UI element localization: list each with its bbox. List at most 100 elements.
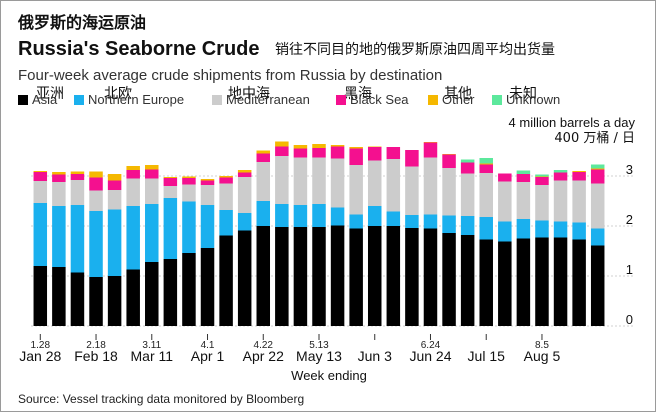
- bar-segment: [275, 146, 289, 156]
- legend-zh-label: 亚洲: [36, 86, 64, 102]
- bar-segment: [237, 177, 252, 213]
- bar-segment: [200, 185, 215, 205]
- bar-segment: [553, 170, 568, 173]
- legend-en-label: Mediterranean: [226, 92, 310, 107]
- bar-segment: [70, 180, 85, 205]
- bar-segment: [256, 150, 271, 154]
- bar-segment: [479, 239, 493, 326]
- bar-segment: [405, 228, 419, 326]
- bar-segment: [442, 154, 456, 168]
- bar-segment: [479, 164, 493, 173]
- bar-segment: [219, 210, 233, 236]
- bar-segment: [89, 277, 103, 326]
- bar-segment: [70, 171, 85, 174]
- bar-segment: [553, 221, 568, 238]
- bar-segment: [312, 157, 326, 204]
- bar-segment: [70, 272, 85, 326]
- bar-segment: [442, 168, 456, 216]
- bar-segment: [107, 190, 122, 210]
- bar-segment: [553, 180, 568, 222]
- bar-segment: [367, 226, 382, 326]
- bar-segment: [553, 237, 568, 326]
- x-tick-label: Jun 24: [409, 348, 451, 364]
- bar-segment: [70, 205, 85, 273]
- bar-segment: [200, 179, 215, 181]
- bar-segment: [126, 269, 140, 326]
- bar-segment: [52, 206, 66, 267]
- bar-segment: [145, 204, 159, 262]
- unit-label: 4 million barrels a day 400 万桶 / 日: [411, 115, 635, 146]
- bar-segment: [275, 141, 289, 147]
- legend-swatch: [18, 95, 28, 105]
- bar-segment: [405, 166, 419, 215]
- x-tick-label: Apr 22: [243, 348, 284, 364]
- legend-swatch: [212, 95, 222, 105]
- bar-segment: [423, 157, 438, 215]
- bar-segment: [126, 166, 140, 170]
- bar-segment: [386, 159, 401, 212]
- bar-segment: [52, 172, 66, 175]
- x-tick-date: 2.18: [86, 340, 106, 351]
- bar-segment: [145, 169, 159, 179]
- bar-segment: [219, 235, 233, 326]
- bar-segment: [572, 171, 586, 172]
- bar-segment: [33, 203, 48, 266]
- chinese-title: 俄罗斯的海运原油: [18, 13, 147, 32]
- bar-segment: [312, 148, 326, 158]
- bar-segment: [33, 171, 48, 172]
- bar-segment: [107, 276, 122, 326]
- bar-segment: [89, 177, 103, 191]
- legend-en-label: Unknown: [506, 92, 561, 107]
- bar-segment: [182, 201, 196, 253]
- bar-segment: [312, 227, 326, 326]
- bar-segment: [256, 226, 271, 326]
- bar-segment: [126, 170, 140, 179]
- bar-segment: [460, 235, 475, 326]
- bar-segment: [535, 177, 549, 185]
- y-tick-label: 0: [626, 312, 633, 327]
- bar-segment: [145, 178, 159, 204]
- bar-segment: [33, 172, 48, 181]
- y-tick-label: 2: [626, 212, 633, 227]
- legend-zh-label: 未知: [509, 86, 537, 102]
- bar-segment: [330, 225, 345, 326]
- bar-segment: [479, 173, 493, 217]
- bar-segment: [163, 186, 178, 198]
- bar-segment: [386, 226, 401, 326]
- bar-segment: [460, 159, 475, 163]
- bar-segment: [312, 204, 326, 227]
- chart-subtitle: Four-week average crude shipments from R…: [18, 67, 443, 84]
- bar-segment: [293, 227, 308, 326]
- bar-segment: [182, 176, 196, 178]
- legend-en-label: Northern Europe: [88, 92, 185, 107]
- bar-segment: [126, 206, 140, 270]
- bar-segment: [200, 205, 215, 248]
- bar-segment: [572, 172, 586, 181]
- bar-segment: [256, 162, 271, 201]
- bar-segment: [330, 146, 345, 159]
- bar-segment: [498, 181, 512, 222]
- legend-zh-label: 其他: [444, 86, 472, 102]
- bar-segment: [572, 180, 586, 223]
- bar-segment: [423, 228, 438, 326]
- bar-segment: [590, 168, 605, 170]
- legend-swatch: [336, 95, 346, 105]
- bar-segment: [423, 142, 438, 158]
- bar-segment: [479, 217, 493, 240]
- bar-segment: [107, 209, 122, 276]
- bar-segment: [275, 204, 289, 227]
- bar-segment: [386, 211, 401, 226]
- bar-segment: [182, 253, 196, 326]
- bar-segment: [89, 171, 103, 178]
- bar-segment: [516, 170, 531, 174]
- x-tick-date: 1.28: [31, 340, 51, 351]
- bar-segment: [52, 267, 66, 326]
- bar-segment: [423, 142, 438, 143]
- bar-segment: [590, 228, 605, 246]
- bar-segment: [33, 181, 48, 203]
- bar-segment: [145, 165, 159, 170]
- bar-segment: [330, 145, 345, 147]
- bar-segment: [442, 233, 456, 326]
- x-tick-label: Aug 5: [524, 348, 561, 364]
